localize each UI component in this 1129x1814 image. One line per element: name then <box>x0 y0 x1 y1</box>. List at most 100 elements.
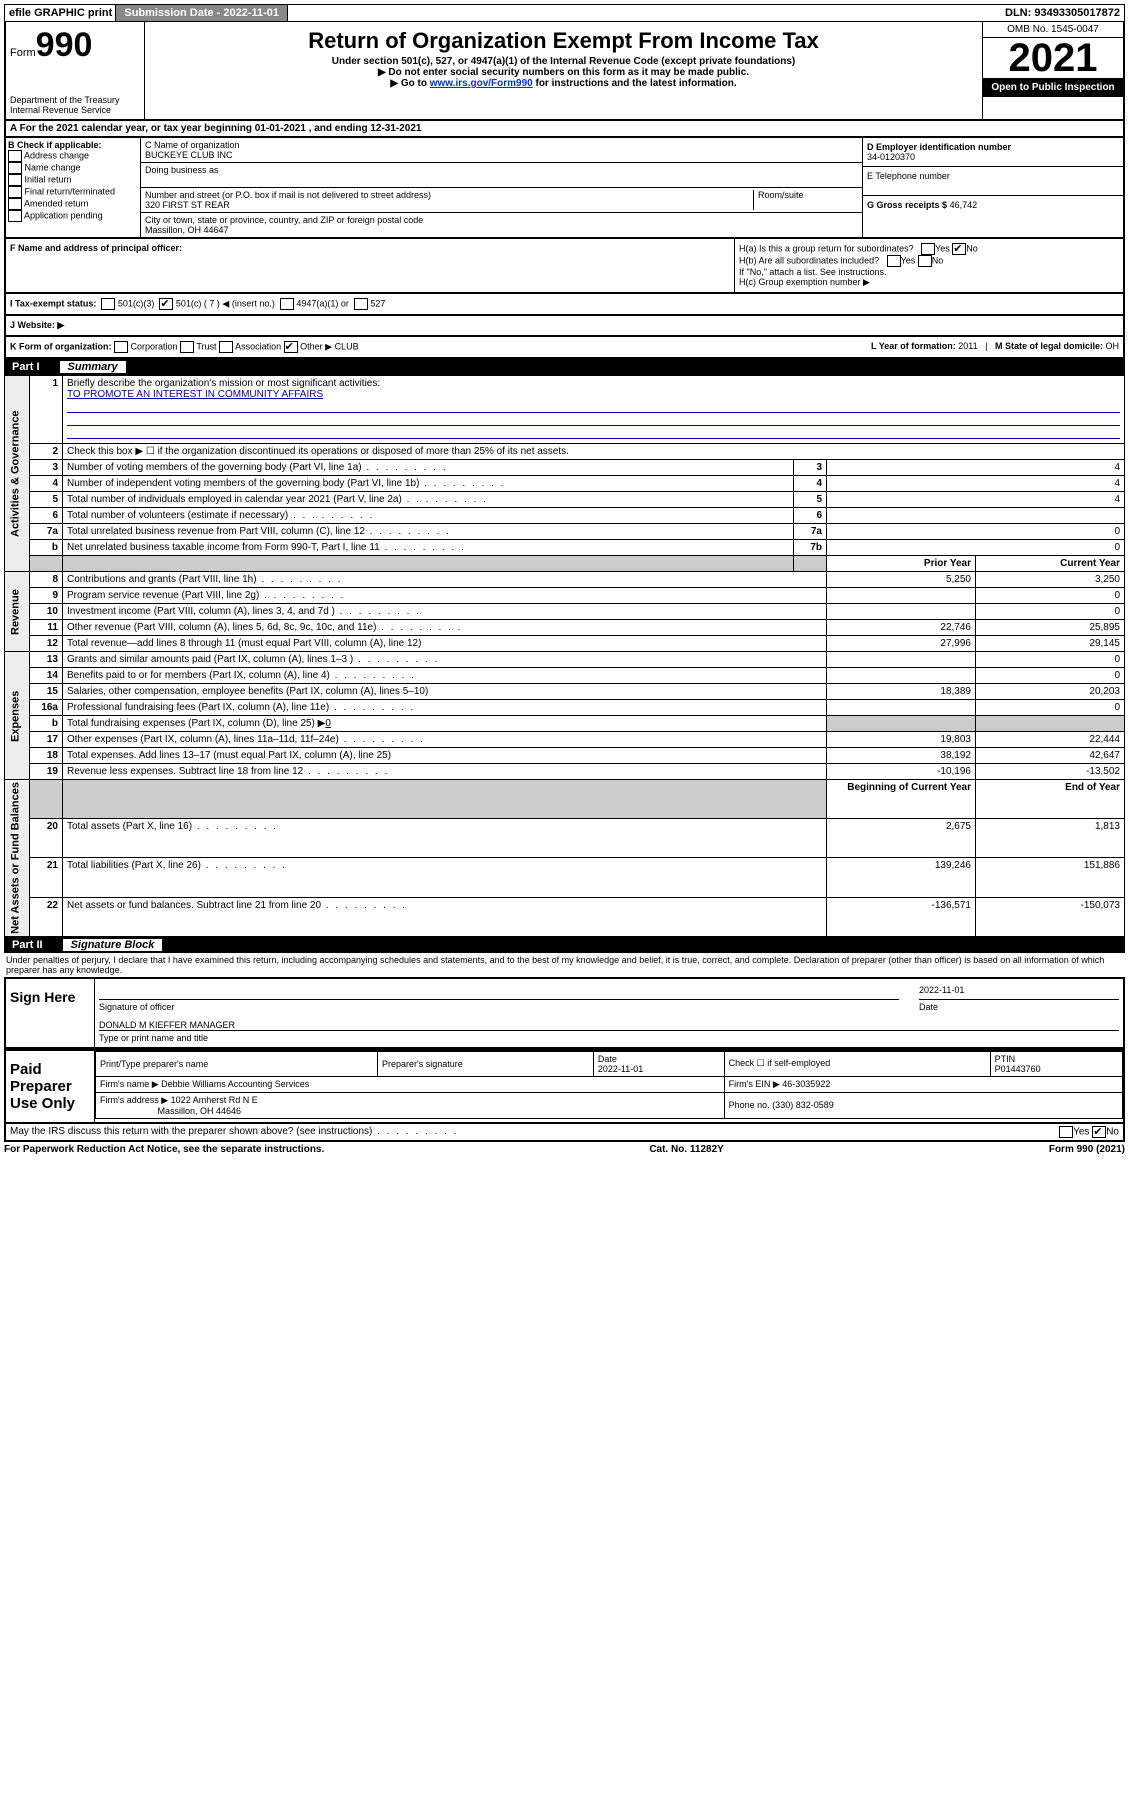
l21-current: 151,886 <box>976 858 1125 897</box>
prep-sig-hdr: Preparer's signature <box>378 1051 594 1076</box>
ha-no[interactable] <box>952 243 966 255</box>
org-name: BUCKEYE CLUB INC <box>145 150 858 160</box>
discuss-yes[interactable] <box>1059 1126 1073 1138</box>
subtitle-3-pre: ▶ Go to <box>390 78 429 89</box>
eoy-hdr: End of Year <box>976 780 1125 819</box>
l9-label: Program service revenue (Part VIII, line… <box>63 588 827 604</box>
chk-assoc[interactable] <box>219 341 233 353</box>
city-label: City or town, state or province, country… <box>145 215 858 225</box>
tax-exempt-row: I Tax-exempt status: 501(c)(3) 501(c) ( … <box>4 294 1125 316</box>
room-label: Room/suite <box>753 190 858 210</box>
l12-current: 29,145 <box>976 636 1125 652</box>
l9-prior <box>827 588 976 604</box>
prior-year-hdr: Prior Year <box>827 556 976 572</box>
part2-num: Part II <box>12 939 43 951</box>
part1-title: Summary <box>60 361 126 373</box>
l3-val: 4 <box>827 460 1125 476</box>
chk-final-return[interactable]: Final return/terminated <box>8 186 138 198</box>
sig-date-label: Date <box>919 1002 1119 1012</box>
form-label: Form <box>10 47 36 59</box>
chk-501c[interactable] <box>159 298 173 310</box>
firm-ein-label: Firm's EIN ▶ <box>729 1079 780 1089</box>
chk-501c3[interactable] <box>101 298 115 310</box>
dept-label: Department of the Treasury <box>10 95 140 105</box>
cat-no: Cat. No. 11282Y <box>649 1144 723 1155</box>
boy-hdr: Beginning of Current Year <box>827 780 976 819</box>
phone-label: Phone no. <box>729 1100 770 1110</box>
l16b-label: Total fundraising expenses (Part IX, col… <box>67 718 325 729</box>
l2-text: Check this box ▶ ☐ if the organization d… <box>63 444 1125 460</box>
a-begin: 01-01-2021 <box>255 123 306 134</box>
l3-label: Number of voting members of the governin… <box>63 460 794 476</box>
chk-corp[interactable] <box>114 341 128 353</box>
chk-527[interactable] <box>354 298 368 310</box>
part2-header: Part II Signature Block <box>4 937 1125 953</box>
tax-year: 2021 <box>983 38 1123 78</box>
k-label: K Form of organization: <box>10 341 112 351</box>
l21-prior: 139,246 <box>827 858 976 897</box>
preparer-label: Paid Preparer Use Only <box>6 1051 95 1122</box>
l17-current: 22,444 <box>976 732 1125 748</box>
l13-label: Grants and similar amounts paid (Part IX… <box>63 652 827 668</box>
l7b-label: Net unrelated business taxable income fr… <box>63 540 794 556</box>
vlabel-expenses: Expenses <box>5 652 30 780</box>
top-bar: efile GRAPHIC print Submission Date - 20… <box>4 4 1125 22</box>
instructions-link[interactable]: www.irs.gov/Form990 <box>430 78 533 89</box>
chk-name-change[interactable]: Name change <box>8 162 138 174</box>
website-row: J Website: ▶ <box>4 316 1125 337</box>
chk-address-change[interactable]: Address change <box>8 150 138 162</box>
officer-name-label: Type or print name and title <box>99 1033 1119 1043</box>
l7a-label: Total unrelated business revenue from Pa… <box>63 524 794 540</box>
form-ref: Form 990 (2021) <box>1049 1144 1125 1155</box>
ha-yes[interactable] <box>921 243 935 255</box>
l10-prior <box>827 604 976 620</box>
l8-label: Contributions and grants (Part VIII, lin… <box>63 572 827 588</box>
chk-initial-return[interactable]: Initial return <box>8 174 138 186</box>
l21-label: Total liabilities (Part X, line 26) <box>63 858 827 897</box>
prep-selfemp: Check ☐ if self-employed <box>724 1051 990 1076</box>
l11-prior: 22,746 <box>827 620 976 636</box>
l9-current: 0 <box>976 588 1125 604</box>
l1-label: Briefly describe the organization's miss… <box>67 378 380 389</box>
l4-label: Number of independent voting members of … <box>63 476 794 492</box>
l16a-prior <box>827 700 976 716</box>
submission-date-button[interactable]: Submission Date - 2022-11-01 <box>115 4 288 22</box>
org-city: Massillon, OH 44647 <box>145 225 858 235</box>
l10-label: Investment income (Part VIII, column (A)… <box>63 604 827 620</box>
f-label: F Name and address of principal officer: <box>10 243 182 253</box>
chk-trust[interactable] <box>180 341 194 353</box>
discuss-no[interactable] <box>1092 1126 1106 1138</box>
l-value: 2011 <box>958 341 977 351</box>
pra-notice: For Paperwork Reduction Act Notice, see … <box>4 1144 324 1155</box>
prep-date: 2022-11-01 <box>598 1064 643 1074</box>
l19-label: Revenue less expenses. Subtract line 18 … <box>63 764 827 780</box>
header-left: Form990 Department of the Treasury Inter… <box>6 22 145 119</box>
col-de: D Employer identification number 34-0120… <box>862 138 1123 237</box>
efile-label: efile GRAPHIC print <box>9 7 112 19</box>
prep-date-hdr: Date <box>598 1054 617 1064</box>
firm-name: Debbie Williams Accounting Services <box>161 1079 309 1089</box>
hb-yes[interactable] <box>887 255 901 267</box>
d-label: D Employer identification number <box>867 142 1011 152</box>
chk-other[interactable] <box>284 341 298 353</box>
l13-prior <box>827 652 976 668</box>
chk-application-pending[interactable]: Application pending <box>8 210 138 222</box>
sign-here-block: Sign Here Signature of officer 2022-11-0… <box>4 977 1125 1049</box>
chk-amended-return[interactable]: Amended return <box>8 198 138 210</box>
hb-no[interactable] <box>918 255 932 267</box>
addr-label: Number and street (or P.O. box if mail i… <box>145 190 753 200</box>
preparer-block: Paid Preparer Use Only Print/Type prepar… <box>4 1049 1125 1124</box>
l-label: L Year of formation: <box>871 341 956 351</box>
l11-label: Other revenue (Part VIII, column (A), li… <box>63 620 827 636</box>
ptin-value: P01443760 <box>995 1064 1041 1074</box>
ha-label: H(a) Is this a group return for subordin… <box>739 243 914 253</box>
chk-4947[interactable] <box>280 298 294 310</box>
open-to-public: Open to Public Inspection <box>983 78 1123 97</box>
vlabel-governance: Activities & Governance <box>5 376 30 572</box>
l7b-val: 0 <box>827 540 1125 556</box>
irs-label: Internal Revenue Service <box>10 105 140 115</box>
a-end: 12-31-2021 <box>370 123 421 134</box>
l15-current: 20,203 <box>976 684 1125 700</box>
l12-prior: 27,996 <box>827 636 976 652</box>
l8-prior: 5,250 <box>827 572 976 588</box>
